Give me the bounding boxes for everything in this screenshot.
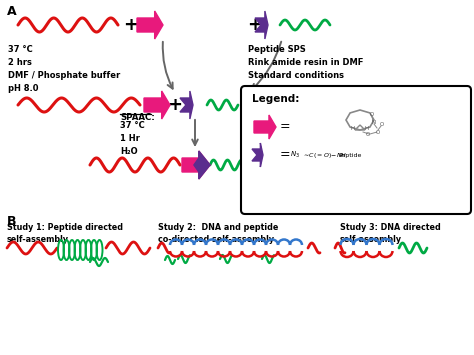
Text: Legend:: Legend: bbox=[252, 94, 300, 104]
Text: H: H bbox=[365, 126, 369, 131]
Text: Peptide SPS
Rink amide resin in DMF
Standard conditions: Peptide SPS Rink amide resin in DMF Stan… bbox=[248, 45, 364, 80]
Text: Study 1: Peptide directed
self-assembly: Study 1: Peptide directed self-assembly bbox=[7, 223, 123, 244]
Polygon shape bbox=[180, 91, 193, 119]
Text: A: A bbox=[7, 5, 17, 18]
Text: +: + bbox=[247, 16, 263, 34]
Polygon shape bbox=[144, 91, 170, 119]
Text: =: = bbox=[280, 148, 291, 162]
Text: SPAAC:: SPAAC: bbox=[120, 113, 155, 122]
Text: Peptide: Peptide bbox=[338, 153, 361, 158]
Text: O: O bbox=[376, 130, 380, 135]
Text: Study 3: DNA directed
self-assembly: Study 3: DNA directed self-assembly bbox=[340, 223, 441, 244]
Text: O: O bbox=[370, 113, 374, 118]
Text: 37 °C
2 hrs
DMF / Phosphate buffer
pH 8.0: 37 °C 2 hrs DMF / Phosphate buffer pH 8.… bbox=[8, 45, 120, 93]
Text: B: B bbox=[7, 215, 17, 228]
Text: N: N bbox=[372, 120, 376, 126]
FancyBboxPatch shape bbox=[241, 86, 471, 214]
Text: =: = bbox=[280, 120, 291, 133]
Text: +: + bbox=[124, 16, 138, 34]
Polygon shape bbox=[137, 11, 163, 39]
Text: +: + bbox=[167, 96, 182, 114]
Polygon shape bbox=[252, 143, 263, 167]
Polygon shape bbox=[254, 115, 276, 139]
Polygon shape bbox=[194, 151, 210, 179]
Text: $\sim\!C(=O)\!-\!NH$: $\sim\!C(=O)\!-\!NH$ bbox=[302, 151, 347, 159]
Text: Study 2:  DNA and peptide
co-directed self-assembly: Study 2: DNA and peptide co-directed sel… bbox=[158, 223, 278, 244]
Text: 37 °C
1 Hr
H₂O: 37 °C 1 Hr H₂O bbox=[120, 121, 145, 156]
Text: $N_3$: $N_3$ bbox=[290, 150, 300, 160]
Text: O: O bbox=[366, 132, 370, 137]
Text: O: O bbox=[380, 122, 384, 127]
Polygon shape bbox=[182, 151, 210, 179]
Text: H: H bbox=[351, 126, 355, 131]
Polygon shape bbox=[255, 11, 268, 39]
